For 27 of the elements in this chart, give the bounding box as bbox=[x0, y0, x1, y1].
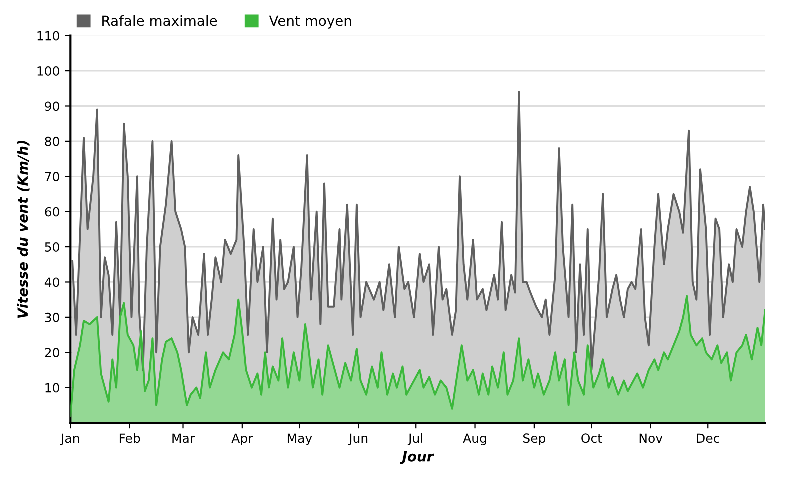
y-tick-label: 100 bbox=[38, 66, 60, 76]
y-axis-title: Vitesse du vent (Km/h) bbox=[17, 140, 30, 318]
x-tick-label: Dec bbox=[697, 434, 720, 444]
x-tick-label: Sep bbox=[523, 434, 546, 446]
y-tick-label: 40 bbox=[44, 278, 60, 288]
x-tick-label: Nov bbox=[640, 434, 663, 444]
x-tick-label: Apr bbox=[232, 434, 254, 446]
x-tick-label: Aug bbox=[463, 434, 486, 446]
x-tick-label: Jun bbox=[348, 434, 368, 446]
x-tick-label: Feb bbox=[120, 433, 140, 444]
y-tick-label: 60 bbox=[45, 207, 60, 217]
y-tick-label: 110 bbox=[38, 31, 60, 41]
y-tick-label: 10 bbox=[46, 383, 60, 393]
y-tick-label: 50 bbox=[45, 242, 60, 252]
x-tick-label: Jan bbox=[60, 434, 80, 446]
y-tick-label: 80 bbox=[45, 136, 60, 146]
legend-label: Vent moyen bbox=[269, 16, 352, 29]
x-tick-label: Mar bbox=[172, 434, 196, 444]
x-tick-label: May bbox=[288, 434, 312, 446]
legend-label: Rafale maximale bbox=[102, 15, 218, 26]
y-tick-label: 30 bbox=[45, 312, 60, 322]
y-tick-label: 70 bbox=[45, 172, 60, 182]
x-axis-title: Jour bbox=[400, 452, 434, 464]
y-tick-label: 90 bbox=[45, 102, 60, 112]
x-tick-label: Oct bbox=[582, 434, 602, 444]
y-tick-label: 20 bbox=[45, 348, 60, 358]
x-tick-label: Jul bbox=[408, 433, 422, 446]
